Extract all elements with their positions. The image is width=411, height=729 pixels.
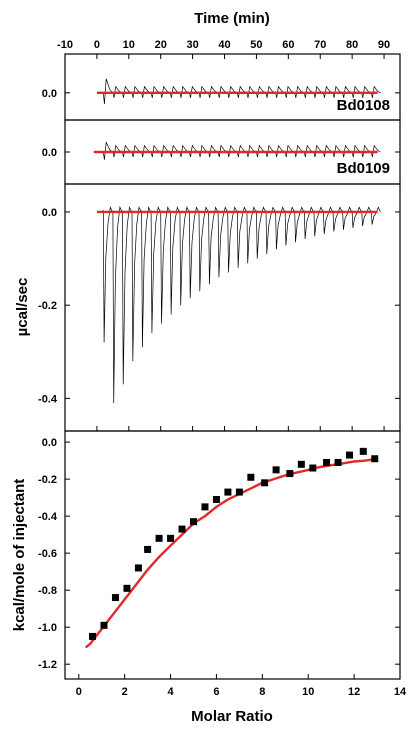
time-tick-label: 20 [155,39,167,51]
binding-fit-curve [84,457,378,649]
x-tick-label: 0 [76,686,82,698]
y-tick-label: 0.0 [42,437,57,449]
panel-bd0108: 0.0 Bd0108 [42,53,401,121]
x-tick-label: 12 [348,686,360,698]
panel-binding-frame [64,430,401,680]
time-tick-label: 90 [378,39,390,51]
y-tick-label: -0.4 [38,511,58,523]
panel-bd0109-traces [93,141,381,160]
time-tick-label: -10 [57,39,73,51]
binding-data-point [155,534,163,542]
x-tick-label: 8 [259,686,265,698]
panel-bd0108-traces [96,78,381,105]
time-tick-label: 50 [250,39,262,51]
y-tick-label: -0.6 [38,548,57,560]
top-time-axis: -10 0 10 20 30 40 50 60 70 80 90 [57,39,390,59]
binding-data-point [359,447,367,455]
panel-bd0109: 0.0 Bd0109 [42,119,401,185]
y-tick-label: 0.0 [42,88,57,100]
raw-y-axis-title: µcal/sec [14,278,31,337]
x-tick-label: 10 [302,686,314,698]
binding-data-point [134,564,142,572]
time-tick-label: 80 [346,39,358,51]
binding-data-point [323,458,331,466]
binding-data-point [224,488,232,496]
panel-raw-heat-ticks: 0.0 -0.2 -0.4 [38,207,400,431]
y-tick-label: -0.8 [38,585,57,597]
binding-data-point [261,479,269,487]
panel-bd0108-ticks: 0.0 [42,88,400,100]
time-tick-label: 70 [314,39,326,51]
binding-data-point [144,545,152,553]
panel-bd0108-label: Bd0108 [337,97,390,114]
panel-raw-heat-traces [96,206,381,404]
binding-data-point [167,534,175,542]
binding-data-point [309,464,317,472]
binding-data-point [334,458,342,466]
panel-binding-isotherm: 0.0 -0.2 -0.4 -0.6 -0.8 -1.0 -1.2 0 2 4 6 8 10 12 14 k… [11,430,407,725]
binding-x-axis-title: Molar Ratio [191,708,273,725]
time-tick-label: 60 [282,39,294,51]
binding-data-point [201,503,209,511]
binding-data-point [346,451,354,459]
panel-binding-ticks: 0.0 -0.2 -0.4 -0.6 -0.8 -1.0 -1.2 0 2 4 6 8 10 12 14 [38,437,407,698]
x-tick-label: 14 [394,686,407,698]
x-tick-label: 4 [167,686,174,698]
binding-data-point [123,584,131,592]
binding-data-point [297,460,305,468]
panel-binding-traces [84,447,379,649]
y-tick-label: -0.2 [38,474,57,486]
panel-raw-heat: 0.0 -0.2 -0.4 µcal/sec [14,183,401,432]
y-tick-label: -1.0 [38,622,57,634]
time-tick-label: 40 [218,39,230,51]
top-axis-title: Time (min) [194,10,270,27]
binding-data-point [111,594,119,602]
raw-heat-trace [99,206,381,404]
binding-data-point [89,632,97,640]
binding-data-point [189,518,197,526]
y-tick-label: -1.2 [38,659,57,671]
binding-data-point [100,621,108,629]
binding-data-point [371,455,379,463]
time-tick-label: 10 [123,39,135,51]
y-tick-label: 0.0 [42,207,57,219]
x-tick-label: 6 [213,686,219,698]
binding-data-point [286,470,294,478]
binding-data-point [247,473,255,481]
y-tick-label: 0.0 [42,147,57,159]
binding-data-point [272,466,280,474]
x-tick-label: 2 [122,686,128,698]
panel-bd0109-ticks: 0.0 [42,147,400,159]
panel-bd0109-label: Bd0109 [337,160,390,177]
time-tick-label: 30 [186,39,198,51]
binding-data-point [178,525,186,533]
binding-y-axis-title: kcal/mole of injectant [11,479,28,632]
binding-data-point [212,495,220,503]
time-tick-label: 0 [94,39,100,51]
binding-data-point [235,488,243,496]
y-tick-label: -0.4 [38,393,58,405]
y-tick-label: -0.2 [38,300,57,312]
